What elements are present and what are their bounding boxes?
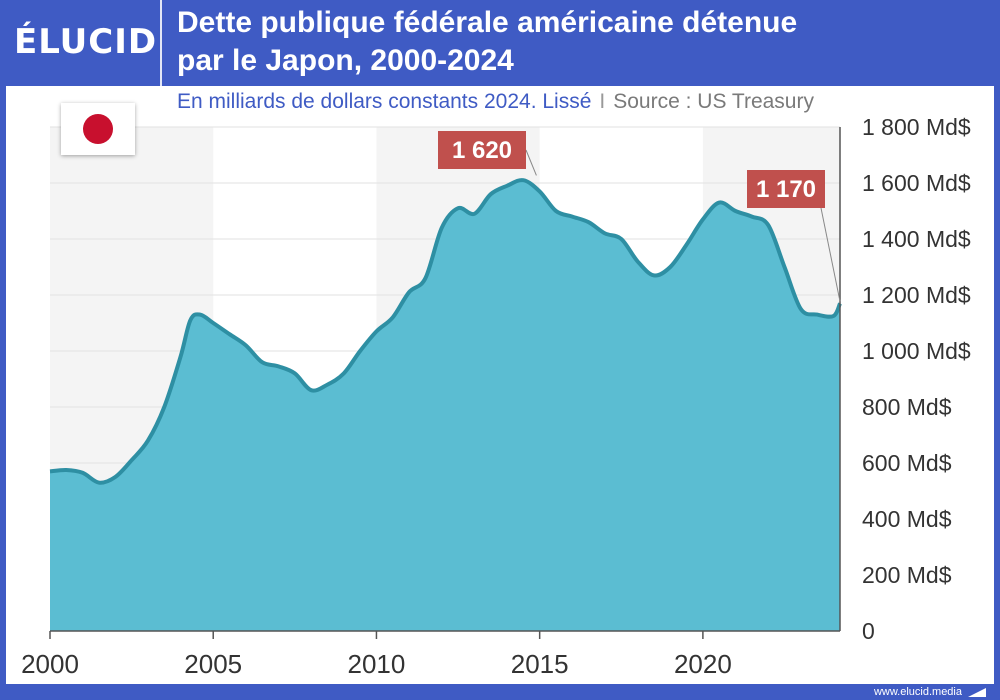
chart-title: Dette publique fédérale américaine déten…: [177, 4, 797, 80]
subtitle-separator: I: [599, 90, 606, 113]
japan-flag-icon: [61, 103, 135, 155]
y-tick-label-4: 800 Md$: [862, 394, 952, 420]
series-area: [50, 180, 840, 632]
japan-flag-disc: [83, 114, 113, 144]
y-tick-label-8: 1 600 Md$: [862, 170, 971, 196]
header: ÉLUCID Dette publique fédérale américain…: [0, 0, 1000, 86]
y-tick-label-9: 1 800 Md$: [862, 114, 971, 140]
y-tick-label-2: 400 Md$: [862, 506, 952, 532]
y-tick-label-3: 600 Md$: [862, 450, 952, 476]
subtitle-text: En milliards de dollars constants 2024. …: [177, 90, 592, 113]
x-tick-label-2: 2010: [348, 649, 406, 679]
y-tick-label-7: 1 400 Md$: [862, 226, 971, 252]
source-text: Source : US Treasury: [613, 90, 814, 113]
series-line: [49, 178, 842, 485]
callout-leader-0: [525, 149, 537, 176]
chart-title-line2: par le Japon, 2000-2024: [177, 44, 514, 77]
y-tick-label-0: 0: [862, 618, 875, 644]
chart-title-line1: Dette publique fédérale américaine déten…: [177, 6, 798, 39]
x-tick-label-3: 2015: [511, 649, 569, 679]
callout-label-0: 1 620: [452, 137, 512, 164]
callout-label-1: 1 170: [756, 176, 816, 203]
elucid-mark-icon: [968, 688, 986, 697]
x-tick-label-4: 2020: [674, 649, 732, 679]
callout-box-1: [747, 170, 825, 208]
chart-subtitle: En milliards de dollars constants 2024. …: [177, 90, 814, 114]
x-tick-label-1: 2005: [184, 649, 242, 679]
callout-box-0: [438, 131, 526, 169]
footer-url[interactable]: www.elucid.media: [873, 686, 962, 698]
y-tick-label-1: 200 Md$: [862, 562, 952, 588]
callout-leader-1: [820, 207, 841, 302]
x-tick-label-0: 2000: [21, 649, 79, 679]
elucid-logo[interactable]: ÉLUCID: [14, 22, 158, 62]
y-tick-label-5: 1 000 Md$: [862, 338, 971, 364]
logo-divider: [160, 0, 162, 86]
y-tick-label-6: 1 200 Md$: [862, 282, 971, 308]
